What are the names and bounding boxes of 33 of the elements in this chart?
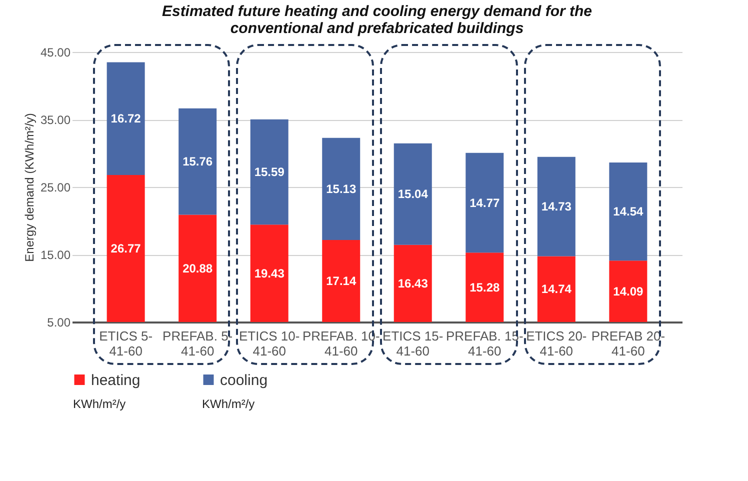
x-tick-label: PREFAB. 5-41-60: [162, 328, 233, 358]
y-axis-title: Energy demand (KWh/m²/y): [22, 113, 36, 262]
data-label: 14.09: [613, 284, 644, 298]
text: KWh/m²/y: [202, 396, 255, 411]
data-label: 16.43: [398, 276, 428, 290]
data-label: 15.76: [182, 154, 213, 169]
text: conventional and prefabricated buildings: [230, 20, 524, 37]
y-tick-label: 25.00: [40, 180, 71, 194]
x-tick-label: ETICS 10-41-60: [239, 328, 300, 358]
x-tick-label: ETICS 20-41-60: [526, 328, 587, 358]
data-label: 15.13: [326, 182, 356, 196]
legend-label: heating: [91, 372, 140, 389]
data-label: 26.77: [110, 242, 142, 256]
x-tick-label: ETICS 5-41-60: [99, 328, 153, 358]
data-label: 20.88: [182, 261, 213, 276]
y-tick-label: 45.00: [40, 46, 71, 60]
data-label: 14.74: [541, 282, 572, 296]
text: Estimated future heating and cooling energy demand for the: [162, 3, 592, 20]
legend-label: cooling: [220, 372, 268, 389]
data-label: 15.04: [398, 187, 428, 202]
y-tick-label: 35.00: [40, 113, 71, 127]
x-tick-label: ETICS 15-41-60: [382, 328, 444, 358]
y-tick-label: 15.00: [40, 248, 71, 262]
text: KWh/m²/y: [73, 396, 126, 411]
data-label: 15.59: [254, 164, 285, 179]
data-label: 16.72: [110, 112, 142, 126]
y-tick-label: 5.00: [47, 316, 71, 330]
data-label: 15.28: [470, 280, 500, 294]
data-label: 14.54: [613, 204, 644, 219]
data-label: 14.77: [470, 196, 500, 210]
data-label: 17.14: [326, 274, 356, 288]
data-label: 19.43: [254, 266, 285, 280]
data-label: 14.73: [541, 200, 572, 214]
